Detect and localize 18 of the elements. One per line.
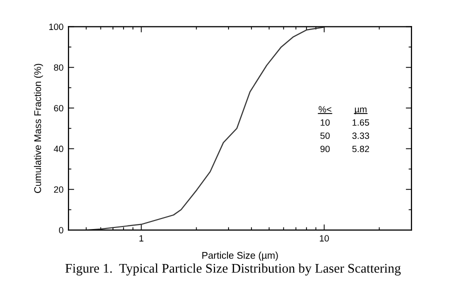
annotation: %<: [318, 106, 332, 112]
y-tick-label: 20: [54, 186, 64, 193]
caption: Figure 1. Typical Particle Size Distribution by Laser Scattering: [65, 263, 401, 276]
y-tick-label: 80: [54, 64, 64, 71]
annotation: 5.82: [352, 146, 370, 152]
annotation: 1.65: [352, 119, 370, 126]
x-tick-label: 1: [139, 235, 144, 242]
x-axis-title: Particle Size (µm): [202, 252, 278, 261]
y-tick-label: 40: [54, 146, 64, 152]
y-tick-label: 100: [49, 24, 64, 30]
y-tick-label: 0: [58, 227, 64, 234]
annotation: µm: [354, 108, 366, 114]
annotation: 90: [320, 146, 330, 152]
annotation: 10: [320, 119, 330, 126]
annotation: 3.33: [352, 132, 370, 139]
annotation: 50: [320, 132, 330, 139]
y-axis-title: Cumulative Mass Fraction (%): [34, 64, 44, 193]
y-tick-label: 60: [54, 105, 64, 112]
